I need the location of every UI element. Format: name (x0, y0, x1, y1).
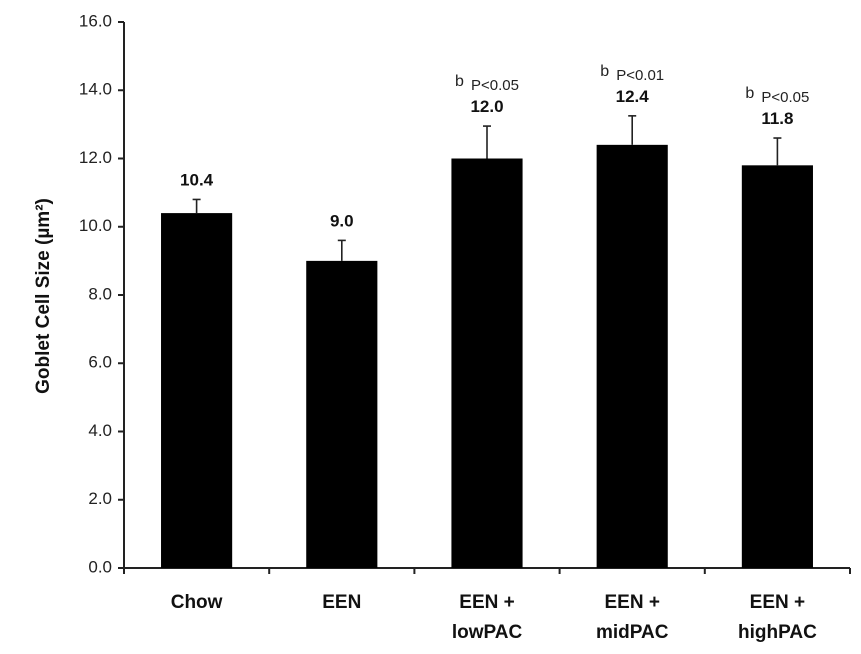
x-category-label: EEN + (750, 592, 805, 613)
data-label: 12.4 (616, 87, 650, 106)
x-category-label: EEN + (459, 592, 514, 613)
y-tick-label: 16.0 (79, 11, 112, 30)
data-label: 12.0 (470, 97, 503, 116)
significance-letter: b (455, 73, 464, 90)
bar (451, 158, 523, 568)
bar (161, 213, 233, 568)
bar (596, 144, 668, 568)
y-tick-label: 6.0 (88, 353, 112, 372)
y-axis-title: Goblet Cell Size (µm²) (33, 198, 54, 394)
y-tick-label: 0.0 (88, 557, 112, 576)
p-value-label: P<0.05 (761, 89, 809, 106)
x-category-label: midPAC (596, 622, 669, 643)
y-tick-label: 12.0 (79, 148, 112, 167)
p-value-label: P<0.01 (616, 67, 664, 84)
data-label: 11.8 (761, 109, 793, 128)
x-category-label: EEN (322, 592, 361, 613)
y-tick-label: 10.0 (79, 216, 112, 235)
data-label: 10.4 (180, 170, 214, 189)
x-category-label: Chow (171, 592, 223, 613)
x-category-label: highPAC (738, 622, 817, 643)
data-label: 9.0 (330, 211, 354, 230)
bar (306, 260, 378, 568)
significance-letter: b (745, 85, 754, 102)
x-category-label: EEN + (604, 592, 659, 613)
y-tick-label: 2.0 (88, 489, 112, 508)
x-category-label: lowPAC (452, 622, 523, 643)
y-tick-label: 14.0 (79, 80, 112, 99)
y-tick-label: 8.0 (88, 284, 112, 303)
p-value-label: P<0.05 (471, 77, 519, 94)
significance-letter: b (600, 63, 609, 80)
y-tick-label: 4.0 (88, 421, 112, 440)
bar (741, 165, 813, 568)
